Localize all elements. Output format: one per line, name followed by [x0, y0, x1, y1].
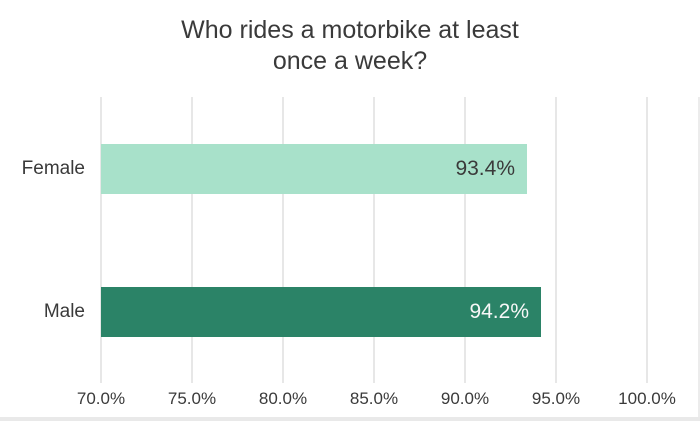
x-tick-label: 90.0% [440, 389, 490, 408]
bar-value-label: 94.2% [469, 300, 529, 323]
bar-female: 93.4% [101, 144, 527, 194]
x-tick-label: 80.0% [258, 389, 308, 408]
gridline-75.0% [191, 97, 193, 383]
x-axis: 70.0% 75.0% 80.0% 85.0% 90.0% 95.0% 100.0% [0, 389, 700, 413]
bar-male: 94.2% [101, 287, 541, 337]
plot-area: 93.4% 94.2% [100, 97, 648, 383]
gridline-80.0% [282, 97, 284, 383]
gridline-90.0% [464, 97, 466, 383]
right-edge-strip [698, 97, 700, 421]
chart-title: Who rides a motorbike at least once a we… [0, 15, 700, 77]
bottom-edge-strip [0, 417, 700, 421]
category-axis: Female Male [0, 97, 93, 383]
gridline-100.0% [646, 97, 648, 383]
gridline-95.0% [555, 97, 557, 383]
chart-title-line2: once a week? [272, 47, 428, 75]
x-tick-label: 100.0% [618, 389, 676, 408]
x-tick-label: 85.0% [349, 389, 399, 408]
gridline-85.0% [373, 97, 375, 383]
chart-title-line1: Who rides a motorbike at least [181, 16, 519, 44]
x-tick-label: 70.0% [76, 389, 126, 408]
x-tick-label: 75.0% [167, 389, 217, 408]
gridline-70.0% [100, 97, 102, 383]
x-tick-label: 95.0% [531, 389, 581, 408]
bar-value-label: 93.4% [455, 157, 515, 180]
category-label-male: Male [43, 301, 85, 322]
category-label-female: Female [21, 158, 85, 179]
